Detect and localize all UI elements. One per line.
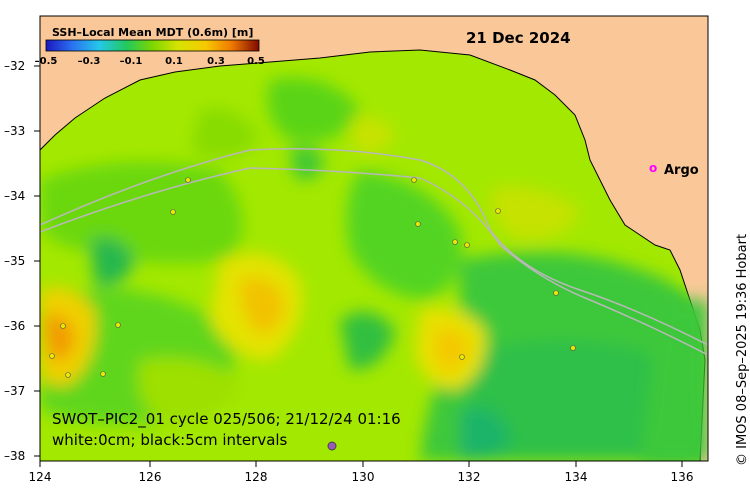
- y-tick-label: –36: [4, 319, 26, 333]
- argo-label: Argo: [664, 163, 699, 178]
- x-tick-label: 124: [28, 470, 52, 484]
- y-tick-label: –35: [4, 254, 26, 268]
- data-markers: [49, 177, 576, 378]
- y-tick-label: –34: [4, 189, 26, 203]
- x-tick-label: 136: [670, 470, 694, 484]
- caption-line-2: white:0cm; black:5cm intervals: [52, 431, 288, 449]
- y-tick-label: –33: [4, 124, 26, 138]
- y-tick-label: –32: [4, 59, 26, 73]
- argo-marker-icon: o: [649, 161, 658, 175]
- y-tick-label: –38: [4, 449, 26, 463]
- colorbar-tick: –0.5: [34, 56, 58, 67]
- copyright-text: © IMOS 08–Sep–2025 19:36 Hobart: [735, 233, 750, 466]
- x-tick-label: 126: [138, 470, 162, 484]
- x-tick-label: 128: [244, 470, 268, 484]
- colorbar-tick: –0.1: [119, 56, 143, 67]
- colorbar-tick: 0.1: [165, 56, 183, 67]
- colorbar-title: SSH–Local Mean MDT (0.6m) [m]: [52, 26, 254, 39]
- x-tick-label: 130: [351, 470, 375, 484]
- map-frame: [39, 15, 709, 462]
- y-tick-label: –37: [4, 384, 26, 398]
- colorbar: [45, 39, 260, 52]
- colorbar-tick: 0.5: [247, 56, 265, 67]
- axis-ticks: [34, 65, 683, 467]
- caption-line-1: SWOT–PIC2_01 cycle 025/506; 21/12/24 01:…: [52, 410, 401, 428]
- map-date: 21 Dec 2024: [466, 29, 571, 47]
- x-tick-label: 132: [457, 470, 481, 484]
- swot-tracks: [40, 148, 708, 356]
- colorbar-tick: 0.3: [207, 56, 225, 67]
- map-area: [40, 16, 708, 461]
- x-tick-label: 134: [564, 470, 588, 484]
- purple-marker: [327, 441, 337, 451]
- colorbar-tick: –0.3: [77, 56, 101, 67]
